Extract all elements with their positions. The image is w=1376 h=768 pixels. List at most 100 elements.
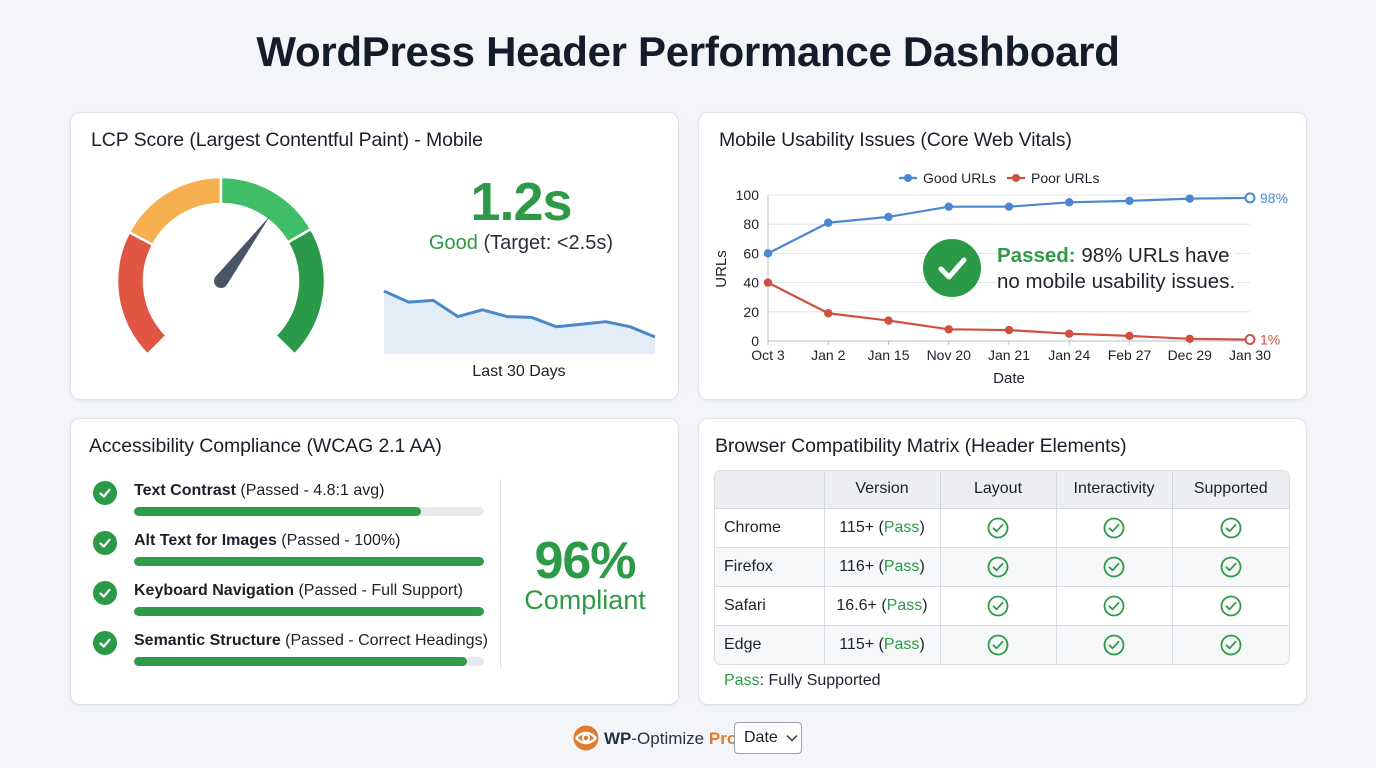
wp-optimize-logo-icon [573,725,599,751]
svg-text:60: 60 [743,245,759,261]
table-row: Edge 115+ (Pass) [715,625,1289,664]
gauge-needle [213,215,271,289]
brand-pro: Pro [708,729,738,748]
svg-text:20: 20 [743,304,759,320]
browser-version: 115+ (Pass) [824,625,941,664]
check-circle-outline-icon [987,556,1009,577]
svg-text:98%: 98% [1260,190,1288,206]
table-row: Firefox 116+ (Pass) [715,547,1289,587]
layout-cell [940,586,1057,626]
supported-cell [1172,586,1289,626]
check-circle-icon [93,531,117,555]
browser-version: 115+ (Pass) [824,508,941,548]
passed-label: Passed: [997,244,1076,267]
lcp-status-good: Good [428,232,478,254]
browser-card-title: Browser Compatibility Matrix (Header Ele… [715,435,1127,457]
check-circle-outline-icon [1220,634,1242,656]
check-circle-icon [93,631,117,655]
date-select-label: Date [744,729,778,746]
legend-pass-text: : Fully Supported [759,672,881,689]
table-header-browser [715,471,825,509]
sparkline-label: Last 30 Days [472,363,566,380]
accessibility-card: Accessibility Compliance (WCAG 2.1 AA) T… [70,418,679,705]
browser-name: Safari [715,586,825,626]
svg-text:Nov 20: Nov 20 [927,347,972,363]
interactivity-cell [1056,508,1173,548]
interactivity-cell [1056,547,1173,587]
a11y-progress-bar [134,607,484,616]
a11y-item-label: Keyboard Navigation (Passed - Full Suppo… [134,582,463,599]
a11y-progress-bar [134,507,484,516]
brand-name: WP-Optimize Pro [604,729,737,749]
brand-wp: WP [604,729,632,748]
mobile-usability-chart: 0 20 40 60 80 100 Oct 3 Jan 2 Jan 15 Nov 20 Jan 21… [713,170,1288,387]
passed-line2: no mobile usability issues. [997,270,1236,293]
svg-text:Good URLs: Good URLs [923,170,996,186]
table-header-interactivity: Interactivity [1056,471,1173,509]
interactivity-cell [1056,586,1173,626]
svg-text:Jan 15: Jan 15 [867,347,909,363]
a11y-item-label: Text Contrast (Passed - 4.8:1 avg) [134,482,385,499]
a11y-item-label: Alt Text for Images (Passed - 100%) [134,532,401,549]
a11y-score: 96% [534,532,636,590]
chevron-down-icon [786,735,798,742]
browser-compat-card: Browser Compatibility Matrix (Header Ele… [698,418,1307,705]
check-circle-outline-icon [987,517,1009,538]
a11y-card-title: Accessibility Compliance (WCAG 2.1 AA) [89,435,442,457]
check-circle-icon [93,581,117,605]
svg-text:URLs: URLs [713,250,730,288]
lcp-sparkline [383,289,656,354]
layout-cell [940,547,1057,587]
page-title: WordPress Header Performance Dashboard [256,28,1120,75]
passed-check-icon [923,239,981,297]
check-circle-outline-icon [1103,517,1125,538]
check-circle-outline-icon [1220,556,1242,577]
lcp-status: Good (Target: <2.5s) [381,232,661,255]
svg-text:Feb 27: Feb 27 [1108,347,1152,363]
lcp-gauge [115,175,327,357]
browser-compat-table: Version Layout Interactivity Supported Chro… [714,470,1290,665]
check-circle-outline-icon [1103,556,1125,577]
table-header-version: Version [824,471,941,509]
supported-cell [1172,547,1289,587]
svg-text:Date: Date [993,370,1025,387]
a11y-item: Text Contrast (Passed - 4.8:1 avg) [93,479,493,523]
check-circle-icon [93,481,117,505]
table-row: Safari 16.6+ (Pass) [715,586,1289,626]
browser-name: Firefox [715,547,825,587]
table-legend-note: Pass: Fully Supported [724,672,881,690]
a11y-item: Semantic Structure (Passed - Correct Hea… [93,629,493,673]
check-circle-outline-icon [987,595,1009,616]
check-circle-outline-icon [1103,595,1125,616]
svg-text:0: 0 [751,333,759,349]
check-circle-outline-icon [1103,634,1125,656]
date-select-dropdown[interactable]: Date [734,722,802,754]
a11y-progress-bar [134,557,484,566]
supported-cell [1172,625,1289,664]
layout-cell [940,508,1057,548]
interactivity-cell [1056,625,1173,664]
layout-cell [940,625,1057,664]
svg-text:100: 100 [736,187,760,203]
mobile-card-title: Mobile Usability Issues (Core Web Vitals… [719,129,1072,151]
table-header-layout: Layout [940,471,1057,509]
a11y-progress-bar [134,657,484,666]
check-circle-outline-icon [1220,595,1242,616]
svg-text:Oct 3: Oct 3 [751,347,785,363]
legend-pass-key: Pass [724,672,760,689]
table-row: Chrome 115+ (Pass) [715,508,1289,548]
a11y-item-label: Semantic Structure (Passed - Correct Hea… [134,632,488,649]
svg-text:80: 80 [743,216,759,232]
lcp-card-title: LCP Score (Largest Contentful Paint) - M… [91,129,483,151]
gauge-segment-good-dark [273,227,327,357]
svg-text:Jan 21: Jan 21 [988,347,1030,363]
browser-version: 116+ (Pass) [824,547,941,587]
table-header-supported: Supported [1172,471,1289,509]
a11y-score-label: Compliant [524,585,646,615]
svg-text:1%: 1% [1260,332,1280,348]
browser-name: Edge [715,625,825,664]
svg-text:Dec 29: Dec 29 [1168,347,1213,363]
svg-text:Jan 30: Jan 30 [1229,347,1271,363]
browser-name: Chrome [715,508,825,548]
a11y-item: Keyboard Navigation (Passed - Full Suppo… [93,579,493,623]
